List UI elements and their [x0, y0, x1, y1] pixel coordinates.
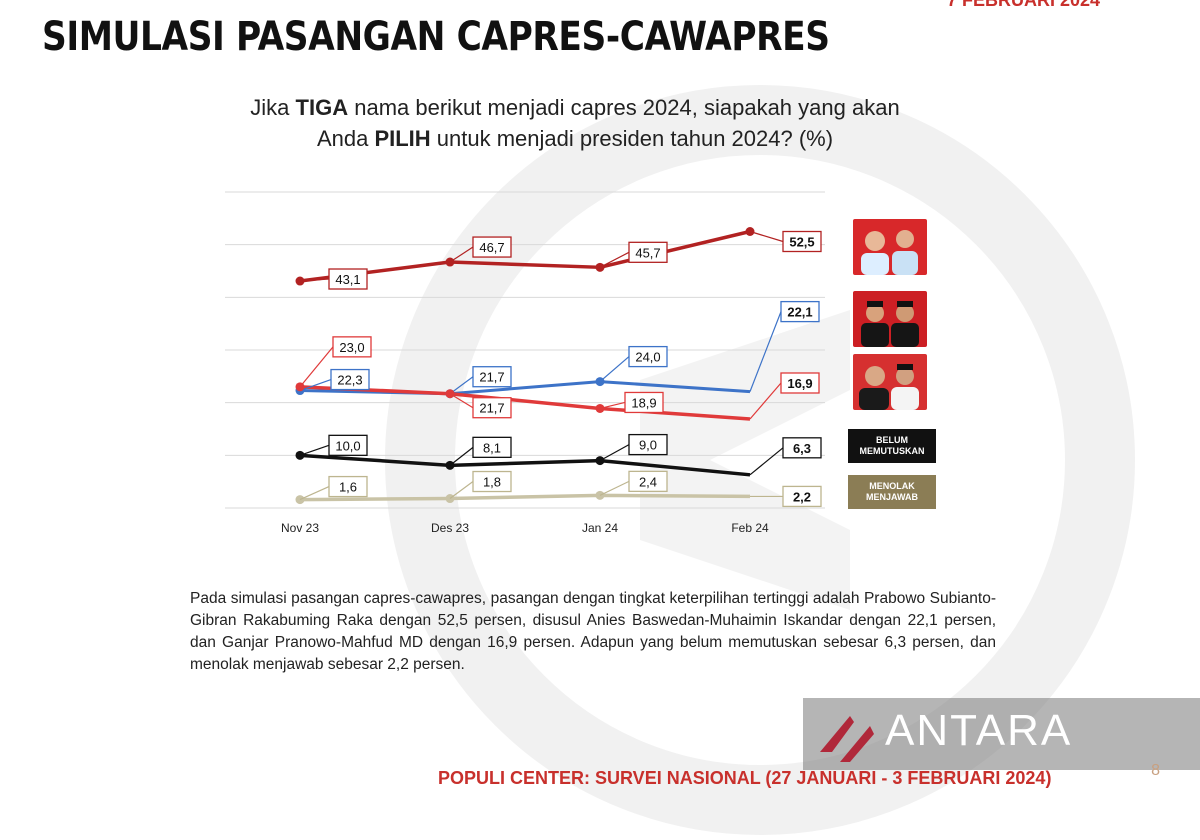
candidate-photo-ganjar-mahfud	[853, 354, 927, 410]
antara-logo-icon	[820, 716, 874, 762]
series-line-belum	[299, 453, 751, 477]
data-label-box	[332, 336, 372, 358]
data-label-belum: 10,0	[335, 438, 360, 453]
data-label-menolak: 2,4	[639, 474, 657, 489]
label-connector	[299, 486, 330, 501]
data-label-ganjar: 18,9	[631, 395, 656, 410]
data-label-ganjar: 21,7	[479, 401, 504, 416]
summary-paragraph: Pada simulasi pasangan capres-cawapres, …	[190, 590, 996, 673]
data-label-menolak: 1,8	[483, 475, 501, 490]
data-label-box	[472, 236, 512, 258]
label-connector	[449, 246, 474, 263]
data-label-anies: 22,1	[787, 305, 812, 320]
label-connector	[599, 356, 630, 383]
candidate-photo-prabowo-gibran	[853, 219, 927, 275]
x-tick-label: Feb 24	[731, 521, 769, 535]
legend-belum-memutuskan: BELUM MEMUTUSKAN	[848, 429, 936, 463]
series-line-menolak	[299, 493, 751, 502]
data-label-ganjar: 23,0	[339, 340, 364, 355]
data-label-box	[472, 366, 512, 388]
page-title: SIMULASI PASANGAN CAPRES-CAWAPRES	[42, 14, 830, 60]
legend-menolak-menjawab: MENOLAK MENJAWAB	[848, 475, 936, 509]
label-connector	[599, 480, 630, 496]
series-line-prabowo	[299, 229, 751, 283]
label-connector	[599, 401, 626, 410]
data-label-box	[782, 230, 822, 253]
data-label-box	[472, 397, 512, 419]
data-label-belum: 9,0	[639, 438, 657, 453]
label-connector	[449, 393, 474, 409]
label-connector	[599, 251, 630, 268]
page-number: 8	[1151, 762, 1160, 779]
x-tick-label: Des 23	[431, 521, 469, 535]
antara-brand-text: ANTARA	[885, 706, 1073, 755]
data-label-anies: 22,3	[337, 373, 362, 388]
data-label-box	[328, 268, 368, 290]
label-connector	[449, 446, 474, 466]
data-label-prabowo: 43,1	[335, 272, 360, 287]
data-label-prabowo: 52,5	[789, 235, 814, 250]
data-label-box	[472, 470, 512, 493]
data-label-box	[328, 434, 368, 456]
label-connector	[299, 346, 334, 388]
label-connector	[749, 382, 782, 420]
label-connector	[599, 444, 630, 462]
data-label-belum: 8,1	[483, 440, 501, 455]
candidate-photo-anies-muhaimin	[853, 291, 927, 347]
data-label-box	[628, 470, 668, 493]
series-line-ganjar	[299, 385, 751, 421]
label-connector	[449, 376, 474, 395]
data-label-box	[780, 372, 820, 394]
data-label-box	[624, 391, 664, 414]
data-label-box	[782, 485, 822, 508]
data-label-prabowo: 45,7	[635, 245, 660, 260]
x-tick-label: Nov 23	[281, 521, 319, 535]
label-connector	[749, 311, 782, 392]
data-label-box	[328, 475, 368, 498]
data-label-box	[628, 433, 668, 456]
data-label-box	[628, 241, 668, 263]
data-label-menolak: 1,6	[339, 480, 357, 495]
label-connector	[299, 378, 332, 392]
data-label-box	[628, 345, 668, 368]
data-label-box	[780, 300, 820, 323]
data-label-box	[330, 368, 370, 391]
footer-source: POPULI CENTER: SURVEI NASIONAL (27 JANUA…	[438, 768, 1052, 788]
data-label-belum: 6,3	[793, 441, 811, 456]
data-label-prabowo: 46,7	[479, 240, 504, 255]
label-connector	[449, 481, 474, 500]
survey-question: Jika TIGA nama berikut menjadi capres 20…	[250, 95, 900, 151]
series-line-anies	[299, 380, 751, 396]
label-connector	[749, 447, 784, 476]
data-label-ganjar: 16,9	[787, 376, 812, 391]
data-label-box	[782, 437, 822, 459]
top-date: 7 FEBRUARI 2024	[946, 0, 1100, 10]
label-connector	[749, 230, 784, 243]
label-connector	[299, 278, 330, 282]
x-tick-label: Jan 24	[582, 521, 618, 535]
data-label-anies: 24,0	[635, 350, 660, 365]
data-label-menolak: 2,2	[793, 489, 811, 504]
line-chart: Nov 23 Des 23 Jan 24 Feb 24 43,1 46,7 45,7 52,5…	[225, 191, 825, 535]
data-label-box	[472, 436, 512, 458]
data-label-anies: 21,7	[479, 370, 504, 385]
label-connector	[299, 444, 330, 456]
